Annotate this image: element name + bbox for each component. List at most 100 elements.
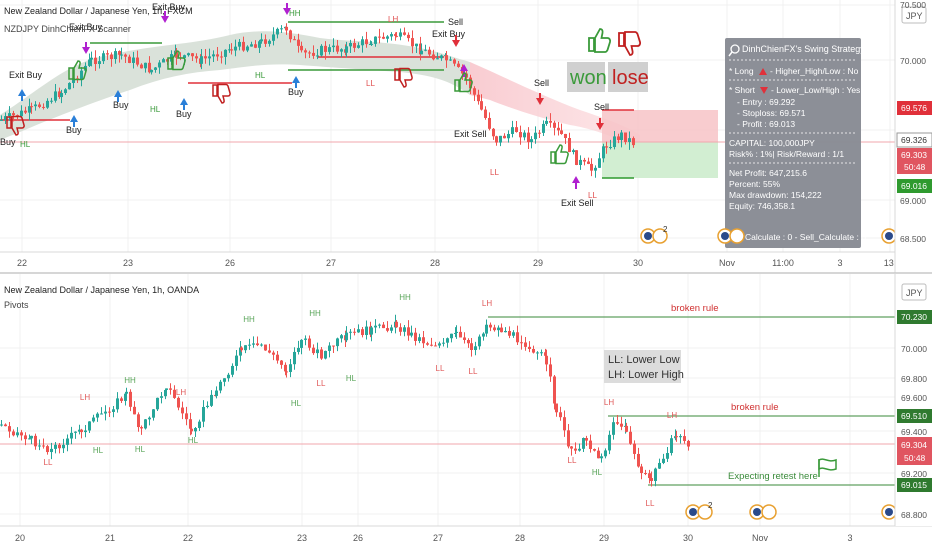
- candle: [148, 416, 151, 426]
- pivot-label-hh: HH: [243, 315, 255, 324]
- calculate-value: Calculate : 0 - Sell_Calculate : 6: [745, 232, 866, 242]
- signal-exit-buy: Exit Buy: [9, 70, 43, 80]
- candle: [276, 350, 279, 364]
- candle: [597, 447, 600, 459]
- currency-badge[interactable]: [901, 6, 927, 24]
- price-tick: 70.000: [901, 344, 927, 354]
- candle: [403, 27, 406, 36]
- candle: [434, 341, 437, 347]
- candle: [411, 30, 414, 54]
- price-tick: 69.200: [901, 469, 927, 479]
- candle: [399, 28, 402, 41]
- candle: [420, 43, 423, 55]
- price-tick: 69.000: [900, 196, 926, 206]
- candle: [216, 47, 219, 61]
- candle: [104, 405, 107, 421]
- currency-badge[interactable]: [901, 283, 927, 301]
- resistance-tag: [897, 310, 932, 324]
- candle: [378, 28, 381, 44]
- event-flag-icon: [749, 504, 777, 520]
- candle: [511, 120, 514, 138]
- candle: [637, 447, 640, 468]
- candle: [553, 120, 556, 136]
- candle: [20, 105, 23, 118]
- candle: [442, 338, 445, 347]
- candle: [254, 40, 257, 49]
- candle: [204, 48, 207, 64]
- signal-buy: Buy: [288, 87, 304, 97]
- candle: [133, 401, 136, 415]
- candle: [493, 324, 496, 332]
- candle: [564, 133, 567, 144]
- x-tick-label: 28: [515, 533, 525, 543]
- candle: [365, 320, 368, 340]
- candle: [58, 442, 61, 454]
- candle: [28, 98, 31, 121]
- pivot-label-ll: LL: [469, 367, 478, 376]
- candle: [395, 320, 398, 328]
- candle: [90, 51, 93, 67]
- x-tick-label: 13:: [884, 258, 897, 268]
- bottom-candles: [0, 314, 690, 487]
- candle: [210, 390, 213, 408]
- candle: [480, 94, 483, 111]
- pivot-label-lh: LH: [667, 411, 677, 420]
- candle: [524, 337, 527, 351]
- candle: [308, 50, 311, 58]
- broken-rule-label: broken rule: [671, 303, 719, 314]
- thumb-up-icon: [454, 72, 473, 93]
- triangle-down-icon: [760, 87, 768, 94]
- candle: [390, 32, 393, 41]
- candle: [545, 349, 548, 372]
- signal-exit-sell: Exit Sell: [454, 129, 487, 139]
- candle: [424, 44, 427, 52]
- candle: [4, 112, 7, 124]
- candle: [124, 53, 127, 64]
- candle: [129, 389, 132, 412]
- candle: [499, 135, 502, 147]
- thumb-down-icon: [618, 31, 642, 56]
- candle: [102, 50, 105, 65]
- current-price-tag: [897, 437, 932, 465]
- pivot-label-hh: HH: [124, 376, 136, 385]
- pivot-label-ll: LL: [646, 499, 655, 508]
- candle: [414, 327, 417, 346]
- candle: [58, 87, 61, 99]
- x-tick-label: 26: [225, 258, 235, 268]
- candle: [66, 434, 69, 452]
- price-tick: 69.600: [901, 393, 927, 403]
- candle: [390, 324, 393, 334]
- candle: [98, 56, 101, 69]
- candle: [284, 362, 287, 376]
- candle: [572, 148, 575, 155]
- candle: [553, 374, 556, 410]
- candle: [96, 412, 99, 422]
- candle: [88, 421, 91, 434]
- candle: [118, 50, 121, 63]
- bottom-x-axis: 20 21 22 23 26 27 28 29 30 Nov 3: [15, 533, 853, 543]
- candle: [240, 346, 243, 353]
- price-tick: 69.400: [901, 427, 927, 437]
- current-price: 69.303: [901, 150, 927, 160]
- pivot-ll: LL: [366, 79, 375, 88]
- candle: [16, 427, 19, 438]
- pivot-label-hh: HH: [309, 309, 321, 318]
- bottom-indicator-name: Pivots: [4, 300, 29, 310]
- currency-badge-label: JPY: [906, 288, 923, 298]
- x-tick-label: 26: [353, 533, 363, 543]
- candle: [345, 41, 348, 58]
- lose-badge-bg: [608, 62, 648, 92]
- x-tick-label: 21: [105, 533, 115, 543]
- candle: [492, 127, 495, 140]
- candle: [42, 103, 45, 110]
- candle: [206, 401, 209, 409]
- candle: [260, 343, 263, 347]
- strategy-info-box: DinhChienFX's Swing Strategy * Long - Hi…: [725, 38, 866, 248]
- candle: [4, 423, 7, 427]
- candle: [488, 112, 491, 131]
- candle: [567, 423, 570, 449]
- top-indicator-name: NZDJPY DinhChienFX Scanner: [4, 24, 131, 34]
- candle: [386, 35, 389, 43]
- candle: [252, 336, 255, 348]
- candle: [633, 440, 636, 460]
